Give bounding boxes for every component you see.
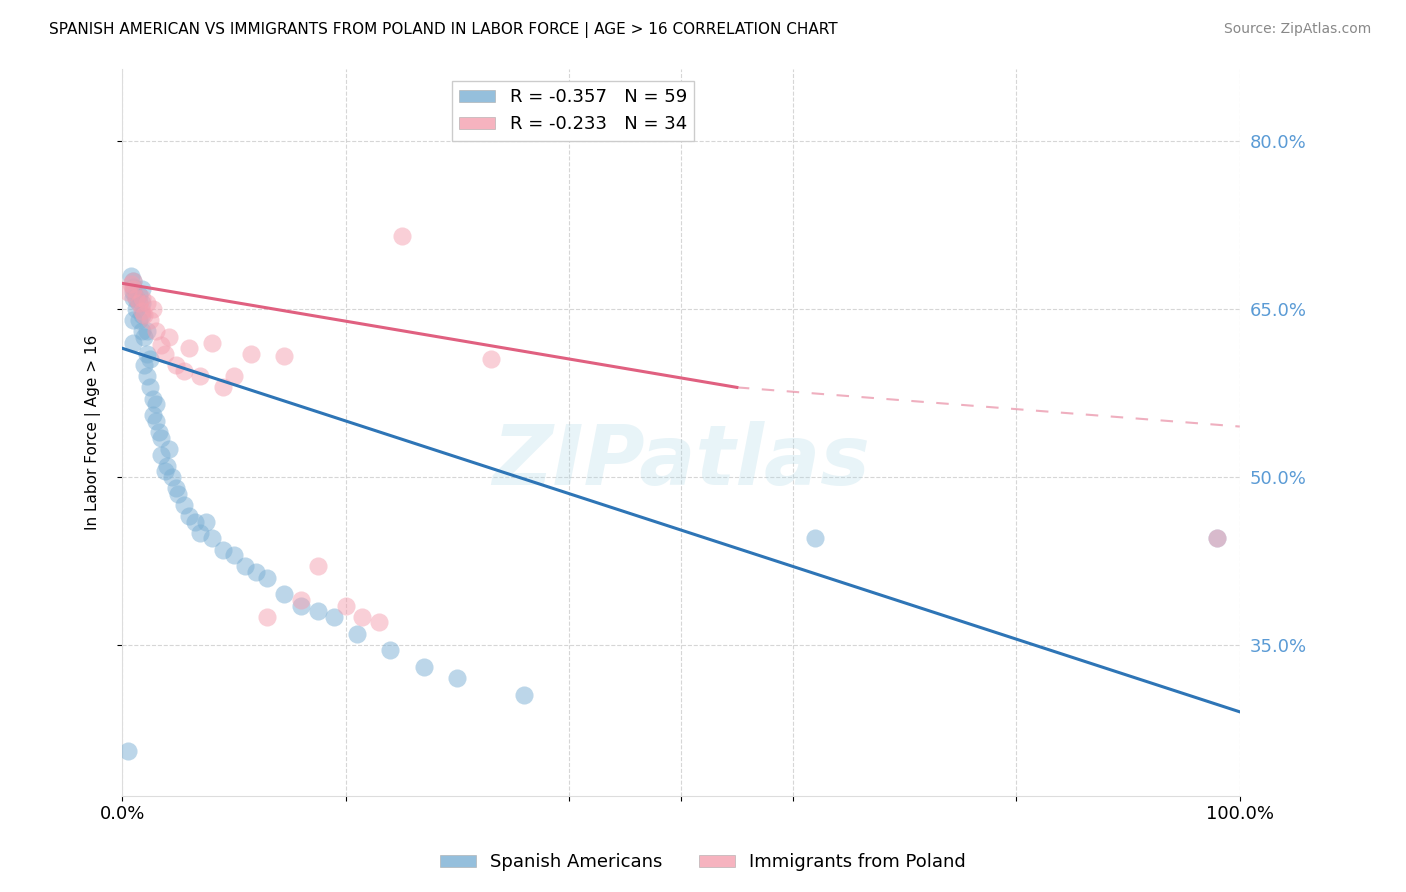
Point (131, 282, 153, 296)
Point (479, 352, 502, 367)
Point (122, 335, 145, 350)
Point (131, 325, 153, 339)
Point (122, 279, 145, 293)
Point (150, 448, 173, 462)
Point (346, 626, 368, 640)
Point (128, 313, 150, 327)
Point (124, 301, 146, 316)
Point (142, 301, 165, 316)
Point (352, 609, 374, 624)
Point (412, 660, 434, 674)
Point (150, 338, 173, 352)
Point (323, 609, 346, 624)
Point (145, 414, 167, 428)
Point (173, 498, 195, 512)
Point (290, 599, 312, 613)
Point (131, 296, 153, 310)
Point (368, 615, 391, 630)
Legend: R = -0.357   N = 59, R = -0.233   N = 34: R = -0.357 N = 59, R = -0.233 N = 34 (453, 81, 695, 141)
Point (117, 744, 139, 758)
Point (135, 369, 157, 384)
Point (156, 458, 179, 473)
Point (200, 335, 222, 350)
Point (135, 296, 157, 310)
Point (122, 291, 145, 305)
Point (179, 341, 201, 355)
Point (211, 542, 233, 557)
Point (173, 363, 195, 377)
Point (1206, 532, 1229, 546)
Point (167, 486, 190, 500)
Point (135, 347, 157, 361)
Point (211, 380, 233, 394)
Point (145, 397, 167, 411)
Legend: Spanish Americans, Immigrants from Poland: Spanish Americans, Immigrants from Polan… (433, 847, 973, 879)
Point (122, 313, 145, 327)
Point (157, 442, 180, 456)
Point (139, 313, 162, 327)
Point (131, 304, 153, 318)
Point (128, 296, 150, 310)
Point (335, 599, 357, 613)
Point (256, 609, 278, 624)
Point (446, 671, 468, 685)
Point (153, 464, 176, 478)
Point (194, 515, 217, 529)
Point (131, 291, 153, 305)
Point (222, 548, 245, 562)
Point (139, 380, 162, 394)
Y-axis label: In Labor Force | Age > 16: In Labor Force | Age > 16 (86, 334, 101, 530)
Point (239, 347, 262, 361)
Point (150, 431, 173, 445)
Point (290, 593, 312, 607)
Point (128, 296, 150, 310)
Point (391, 229, 413, 244)
Point (256, 571, 278, 585)
Point (157, 330, 180, 344)
Point (190, 525, 212, 540)
Point (139, 352, 162, 367)
Point (142, 392, 165, 406)
Point (307, 559, 329, 574)
Point (120, 277, 142, 292)
Point (122, 274, 145, 288)
Point (122, 274, 145, 288)
Text: Source: ZipAtlas.com: Source: ZipAtlas.com (1223, 22, 1371, 37)
Point (128, 287, 150, 301)
Point (380, 643, 402, 657)
Point (245, 565, 267, 579)
Point (120, 268, 142, 283)
Point (134, 330, 156, 344)
Point (122, 285, 145, 300)
Point (190, 369, 212, 384)
Point (200, 532, 222, 546)
Point (513, 688, 536, 702)
Point (273, 587, 295, 601)
Point (145, 325, 167, 339)
Point (117, 285, 139, 300)
Point (233, 559, 256, 574)
Point (134, 308, 156, 322)
Point (153, 347, 176, 361)
Point (165, 358, 187, 372)
Point (148, 425, 170, 439)
Point (222, 369, 245, 384)
Point (1206, 532, 1229, 546)
Text: ZIPatlas: ZIPatlas (492, 421, 870, 501)
Point (162, 470, 184, 484)
Point (184, 515, 207, 529)
Point (273, 349, 295, 363)
Point (307, 604, 329, 618)
Point (124, 291, 146, 305)
Point (804, 532, 827, 546)
Point (142, 409, 165, 423)
Text: SPANISH AMERICAN VS IMMIGRANTS FROM POLAND IN LABOR FORCE | AGE > 16 CORRELATION: SPANISH AMERICAN VS IMMIGRANTS FROM POLA… (49, 22, 838, 38)
Point (165, 481, 187, 495)
Point (131, 308, 153, 322)
Point (179, 509, 201, 524)
Point (122, 282, 145, 296)
Point (134, 358, 156, 372)
Point (124, 291, 146, 305)
Point (135, 325, 157, 339)
